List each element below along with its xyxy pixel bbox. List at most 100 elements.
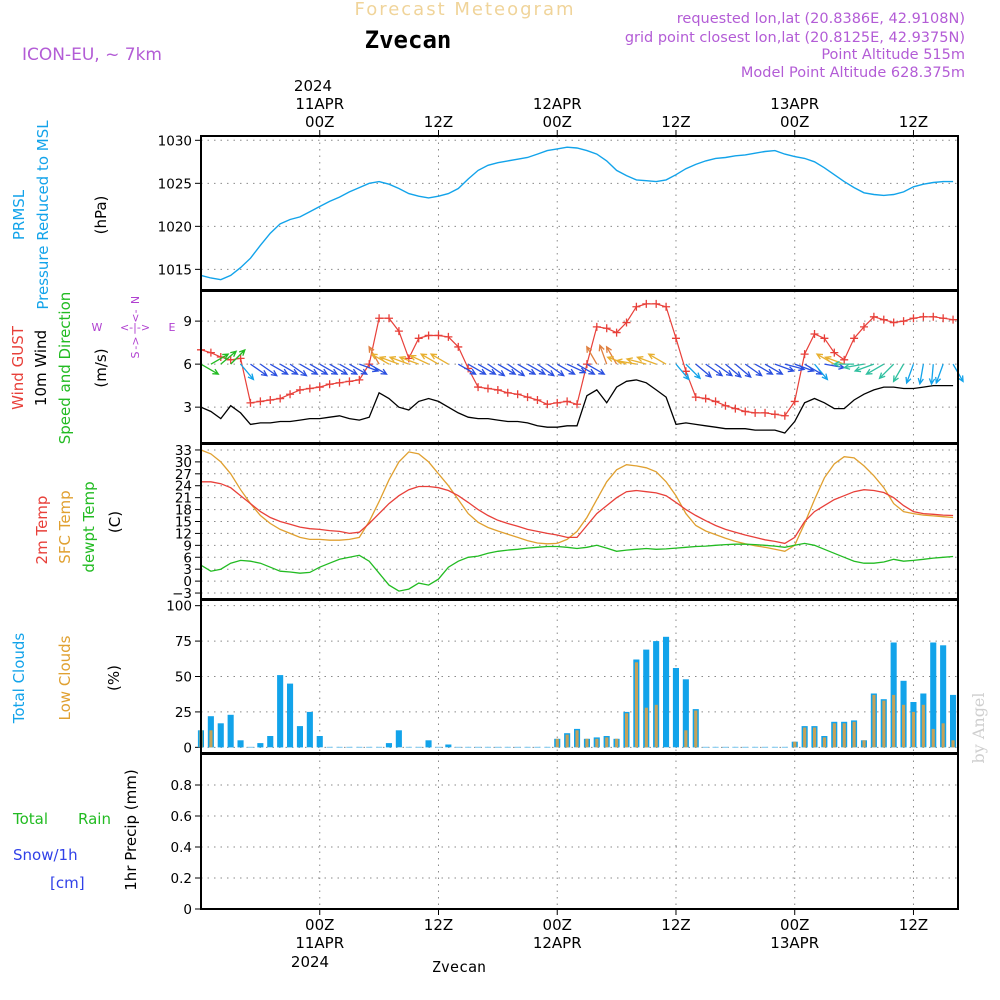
point-altitude: Point Altitude 515m [821,47,965,63]
wind-gust-marker [780,411,789,420]
total-cloud-bar [425,740,432,748]
gridpoint-coords: grid point closest lon,lat (20.8125E, 42… [625,30,965,46]
wind-direction-arrow [935,363,944,385]
wind-direction-arrow [279,363,299,375]
pressure-frame [200,135,959,291]
low-cloud-bar [862,740,866,748]
total-cloud-bar [672,668,679,748]
wind-direction-arrow [695,363,713,378]
wind-direction-arrow [289,363,308,377]
model-altitude: Model Point Altitude 628.375m [741,65,965,81]
low-cloud-bar [941,723,945,748]
temperature-ytick-label: 24 [175,479,192,495]
wind-gust-marker [345,377,354,386]
temperature-ytick-label: 12 [175,526,192,542]
wind-gust-marker [305,384,314,393]
wind-gust-marker [226,355,235,364]
low-cloud-bar [882,700,886,748]
pressure-ytick-label: 1030 [158,133,192,149]
wind-gust-marker [840,355,849,364]
wind-direction-arrow [309,363,329,375]
cloud-labels: Total Clouds Low Clouds (%) [10,633,123,725]
wind-label-unit: (m/s) [92,348,110,387]
wind-gust-marker [325,380,334,389]
wind-direction-arrow [715,363,734,377]
wind-gust-marker [483,384,492,393]
total-cloud-bar [930,642,937,748]
wind-label-gust: Wind GUST [9,325,27,410]
wind-direction-arrow [339,363,359,375]
precipitation-ytick-label: 0.6 [171,809,192,825]
clouds-panel: 0 25 50 75 100 [166,599,958,756]
wind-gust-marker [315,383,324,392]
wind-gust-marker [949,315,958,324]
wind-direction-arrow [815,353,835,365]
wind-gust-marker [592,322,601,331]
wind-gust-marker [414,334,423,343]
wind-gust-marker [276,394,285,403]
temp-label-unit: (C) [106,511,124,533]
low-cloud-bar [892,694,896,748]
low-cloud-bar [555,738,559,748]
wind-direction-arrow [853,363,875,373]
low-cloud-bar [911,711,915,748]
bottom-time-label: 12APR [533,934,582,952]
cloud-label-low: Low Clouds [56,635,74,720]
total-cloud-bar [940,645,947,748]
sfc-temp-line [200,449,954,552]
wind-direction-arrow [527,363,547,375]
total-cloud-bar [663,636,670,748]
wind-direction-arrow [576,363,596,375]
wind-direction-arrow [507,363,526,377]
wind-ytick-label: 3 [183,400,192,416]
clouds-ytick-label: 75 [175,634,192,650]
temperature-ytick-label: −3 [172,586,192,602]
compass-w: W [92,321,103,334]
total-cloud-bar [643,649,650,748]
wind-direction-arrow [210,353,230,365]
wind-labels: Wind GUST 10m Wind Speed and Direction (… [9,292,176,445]
pressure-ytick-label: 1015 [158,262,192,278]
low-cloud-bar [902,704,906,748]
wind-direction-arrow [370,353,390,365]
wind-gust-marker [513,390,522,399]
clouds-ytick-label: 100 [166,599,192,615]
wind-direction-arrow [260,363,278,377]
pressure-label-msl: Pressure Reduced to MSL [34,120,52,310]
wind-gust-marker [394,327,403,336]
bottom-time-label: 12Z [661,916,690,934]
total-cloud-bar [682,679,689,748]
wind-direction-arrow [556,363,576,375]
temperature-ytick-label: 18 [175,503,192,519]
temperature-ytick-label: 30 [175,455,192,471]
wind-direction-arrow [754,363,774,375]
top-time-label: 12Z [424,113,453,131]
total-cloud-bar [395,730,402,748]
wind-direction-arrow [615,358,637,365]
wind-direction-arrow [457,363,477,375]
total-cloud-bar [653,641,660,748]
low-cloud-bar [565,734,569,748]
wind-direction-arrow [319,363,339,375]
cloud-label-total: Total Clouds [10,633,28,725]
wind-gust-marker [266,395,275,404]
wind-direction-arrow [842,363,865,370]
wind-gust-marker [869,312,878,321]
wind-gust-marker [563,397,572,406]
wind-gust-marker [939,314,948,323]
precip-label-snow: Snow/1h [13,846,78,864]
low-cloud-bar [654,704,658,748]
pressure-line [200,146,954,281]
wind-gust-marker [444,332,453,341]
total-cloud-bar [277,675,284,748]
temperature-labels: 2m Temp SFC Temp dewpt Temp (C) [33,481,124,572]
wind-gust-marker [820,334,829,343]
wind-direction-arrow [566,363,587,374]
top-time-label: 12Z [899,113,928,131]
bottom-time-label: 12Z [899,916,928,934]
wind-gust-marker [761,408,770,417]
clouds-ytick-label: 50 [175,670,192,686]
wind-gust-marker [711,397,720,406]
wind-direction-arrow [764,363,784,375]
